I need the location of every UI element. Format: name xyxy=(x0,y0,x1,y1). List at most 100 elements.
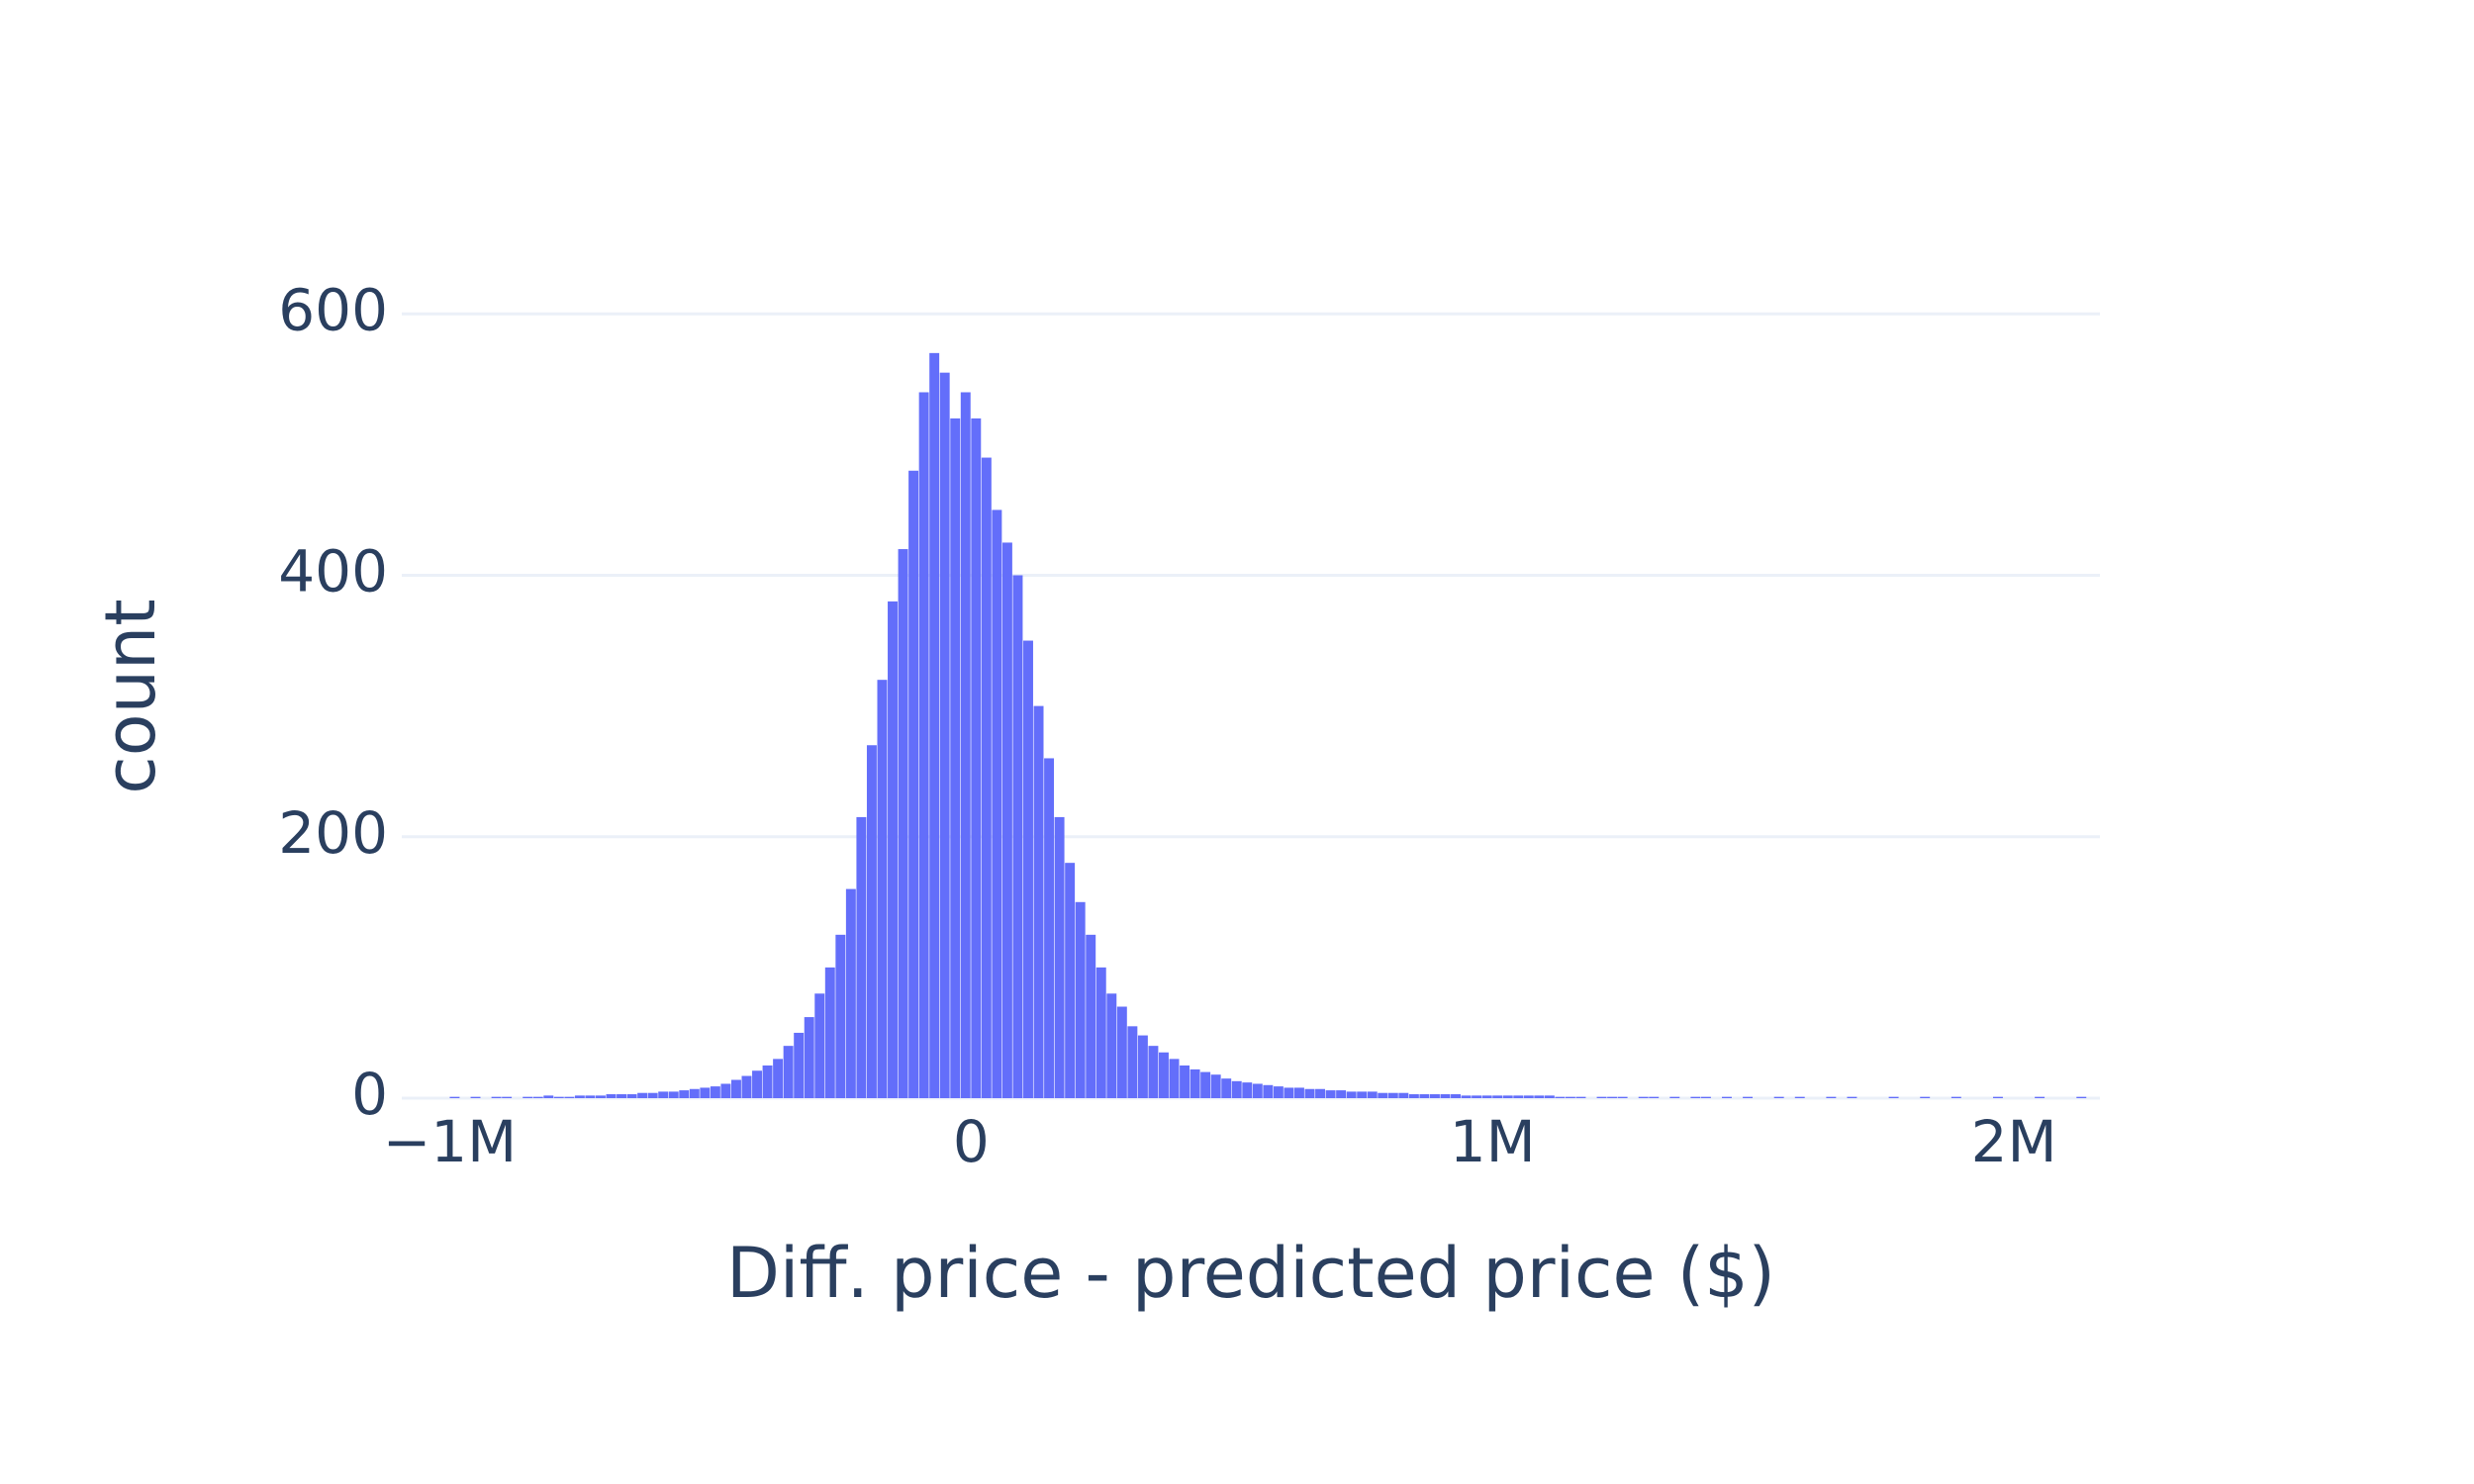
bar xyxy=(700,1087,711,1098)
bar xyxy=(1451,1094,1461,1098)
bar xyxy=(1638,1096,1649,1098)
bar xyxy=(1481,1095,1492,1098)
y-tick-label: 200 xyxy=(278,799,388,867)
bar xyxy=(1440,1094,1451,1098)
bar xyxy=(814,993,825,1098)
bar xyxy=(1242,1082,1253,1098)
bar xyxy=(1398,1092,1409,1098)
bar xyxy=(939,372,950,1098)
bar xyxy=(2035,1096,2046,1098)
bar xyxy=(574,1095,585,1098)
bar xyxy=(679,1090,690,1098)
bar xyxy=(1137,1035,1148,1098)
bar xyxy=(1273,1086,1284,1098)
bar xyxy=(1378,1092,1388,1098)
x-tick-label: 0 xyxy=(953,1108,990,1175)
bar xyxy=(1221,1078,1232,1098)
y-tick-label: 600 xyxy=(278,276,388,343)
bar xyxy=(1722,1096,1732,1098)
bar xyxy=(1367,1091,1378,1098)
bar xyxy=(1357,1091,1368,1098)
bar xyxy=(1189,1068,1200,1098)
bar xyxy=(1044,758,1055,1098)
bar xyxy=(908,470,919,1098)
bar xyxy=(1888,1096,1899,1098)
bar xyxy=(1794,1096,1805,1098)
x-tick-label: 2M xyxy=(1971,1108,2057,1175)
y-tick-label: 400 xyxy=(278,538,388,605)
bar xyxy=(1408,1094,1419,1098)
bar xyxy=(564,1096,575,1098)
bar xyxy=(1065,863,1076,1098)
bar xyxy=(1513,1095,1524,1098)
bar xyxy=(1826,1096,1837,1098)
bar xyxy=(637,1092,648,1098)
bar xyxy=(1920,1096,1931,1098)
bar xyxy=(845,888,856,1098)
bar xyxy=(1502,1095,1513,1098)
x-tick-label: −1M xyxy=(383,1108,518,1175)
bar xyxy=(1315,1088,1326,1098)
bar xyxy=(658,1091,669,1098)
bar xyxy=(1992,1096,2003,1098)
bar xyxy=(1596,1096,1607,1098)
bar xyxy=(1700,1096,1711,1098)
bar xyxy=(1106,993,1117,1098)
bar xyxy=(689,1088,700,1098)
bar xyxy=(1847,1096,1857,1098)
bar xyxy=(1565,1096,1575,1098)
bar xyxy=(532,1096,543,1098)
bar xyxy=(1607,1096,1618,1098)
bar xyxy=(981,457,992,1098)
bar xyxy=(1231,1080,1242,1098)
bar xyxy=(617,1094,627,1098)
bar xyxy=(1169,1059,1180,1098)
bar xyxy=(595,1095,606,1098)
bar xyxy=(1127,1026,1138,1098)
bar xyxy=(1743,1096,1754,1098)
bar xyxy=(2076,1096,2087,1098)
bar xyxy=(523,1096,533,1098)
bar xyxy=(1472,1095,1482,1098)
bar xyxy=(1534,1095,1545,1098)
bar xyxy=(752,1070,762,1098)
bar xyxy=(1200,1071,1211,1098)
bar xyxy=(626,1094,637,1098)
bar xyxy=(1023,640,1033,1098)
bars xyxy=(449,352,2087,1099)
bar xyxy=(1116,1006,1127,1098)
bar xyxy=(1086,934,1096,1098)
bar xyxy=(1346,1091,1357,1098)
bar xyxy=(1012,575,1023,1098)
bar xyxy=(804,1017,814,1098)
bar xyxy=(710,1086,720,1098)
bar xyxy=(762,1065,773,1098)
bar xyxy=(1690,1096,1701,1098)
bar xyxy=(1387,1092,1398,1098)
bar xyxy=(1492,1095,1503,1098)
bar xyxy=(730,1079,741,1098)
bar xyxy=(1649,1096,1660,1098)
bar xyxy=(1429,1094,1440,1098)
bar xyxy=(888,601,898,1098)
bar xyxy=(1544,1095,1555,1098)
bar xyxy=(449,1096,460,1098)
y-tick-label: 0 xyxy=(351,1061,388,1128)
bar xyxy=(553,1096,564,1098)
bar xyxy=(647,1092,658,1098)
bar xyxy=(720,1083,731,1098)
bar xyxy=(773,1059,784,1098)
bar xyxy=(856,816,867,1098)
bar xyxy=(918,392,929,1098)
x-axis-title: Diff. price - predicted price ($) xyxy=(726,1233,1775,1314)
bar xyxy=(1284,1087,1294,1098)
bar xyxy=(1210,1074,1221,1098)
bar xyxy=(1617,1096,1628,1098)
bar xyxy=(585,1095,596,1098)
bar xyxy=(1095,967,1106,1098)
bar xyxy=(1180,1065,1190,1098)
bar xyxy=(1336,1090,1347,1098)
